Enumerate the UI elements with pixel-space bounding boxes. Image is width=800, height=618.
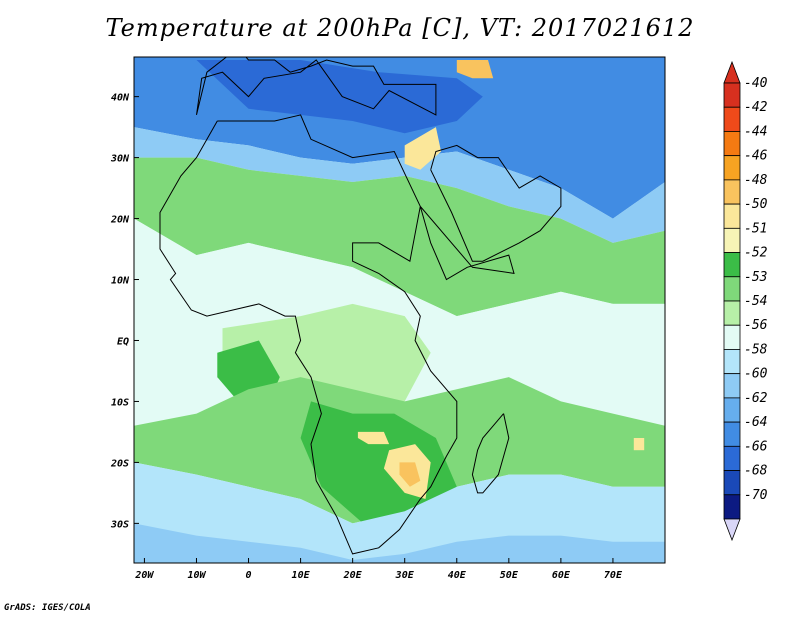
lat-tick-label: 10S bbox=[111, 397, 129, 408]
lon-tick-label: 0 bbox=[246, 570, 252, 581]
lat-tick-label: 20S bbox=[110, 458, 129, 469]
colorbar-label: -44 bbox=[744, 124, 767, 139]
lon-tick-label: 50E bbox=[500, 570, 519, 581]
colorbar-label: -68 bbox=[744, 464, 768, 479]
lat-tick-label: 30N bbox=[110, 154, 130, 165]
colorbar-swatch bbox=[723, 324, 741, 350]
colorbar-label: -53 bbox=[744, 270, 767, 285]
lon-tick-label: 20E bbox=[343, 570, 363, 581]
colorbar-swatch bbox=[723, 300, 741, 326]
colorbar-swatch bbox=[723, 470, 741, 496]
plot-area bbox=[134, 57, 665, 563]
colorbar-swatch bbox=[723, 227, 741, 253]
colorbar-swatch bbox=[723, 106, 741, 132]
colorbar-swatch bbox=[723, 349, 741, 375]
lat-tick-label: EQ bbox=[117, 336, 129, 347]
colorbar-label: -66 bbox=[744, 439, 768, 454]
colorbar-label: -54 bbox=[744, 294, 767, 309]
lon-tick-label: 70E bbox=[604, 570, 623, 581]
lat-tick-label: 20N bbox=[110, 215, 130, 226]
region-levant-yellow bbox=[404, 127, 442, 170]
region-zim-orange bbox=[399, 462, 421, 487]
region-south-blue bbox=[134, 523, 665, 563]
colorbar-label: -42 bbox=[744, 100, 768, 115]
colorbar-label: -46 bbox=[744, 149, 768, 164]
lat-tick-label: 40N bbox=[111, 93, 130, 104]
region-north-deep-blue bbox=[196, 60, 483, 134]
colorbar-swatch bbox=[723, 421, 741, 447]
axis-labels: 20W 10W 0 10E 20E 30E 40E 50E 60E 70E 40N 30N 20N 10N… bbox=[110, 93, 623, 581]
colorbar-label: -50 bbox=[744, 197, 768, 212]
colorbar-swatch bbox=[723, 252, 741, 278]
region-madagascar-east-spot bbox=[633, 438, 645, 451]
colorbar-swatch bbox=[723, 445, 741, 471]
region-sahel-green-band bbox=[134, 157, 665, 317]
colorbar-top-arrow bbox=[723, 60, 741, 84]
colorbar-label: -58 bbox=[744, 342, 768, 357]
colorbar-swatch bbox=[723, 82, 741, 108]
lon-tick-label: 60E bbox=[552, 570, 571, 581]
lat-tick-label: 10N bbox=[111, 276, 130, 287]
region-north-light-blue bbox=[134, 127, 665, 243]
coastline-arabia bbox=[430, 144, 562, 262]
plot-frame bbox=[133, 56, 666, 564]
colorbar: -40 -42 -44 -46 -48 -50 -51 -52 -53 -54 -56 -58 -60 -… bbox=[723, 60, 768, 542]
lon-tick-label: 40E bbox=[448, 570, 467, 581]
coastline-africa bbox=[159, 114, 515, 555]
colorbar-label: -51 bbox=[744, 221, 767, 236]
region-central-green bbox=[222, 303, 431, 414]
colorbar-label: -48 bbox=[744, 173, 768, 188]
lon-tick-label: 10E bbox=[292, 570, 311, 581]
colorbar-swatch bbox=[723, 276, 741, 302]
colorbar-swatch bbox=[723, 131, 741, 157]
coastline-layer bbox=[159, 57, 562, 555]
lat-tick-label: 30S bbox=[110, 519, 129, 530]
colorbar-swatch bbox=[723, 155, 741, 181]
colorbar-bottom-arrow bbox=[723, 518, 741, 542]
colorbar-label: -60 bbox=[744, 367, 768, 382]
region-turkey-yellow bbox=[456, 60, 494, 79]
lon-tick-label: 20W bbox=[134, 570, 154, 581]
lon-tick-label: 10W bbox=[187, 570, 206, 581]
grads-credit: GrADS: IGES/COLA bbox=[4, 603, 91, 613]
colorbar-label: -52 bbox=[744, 246, 768, 261]
colorbar-label: -64 bbox=[744, 415, 767, 430]
lon-tick-label: 30E bbox=[395, 570, 415, 581]
colorbar-swatch bbox=[723, 494, 741, 520]
colorbar-label: -56 bbox=[744, 318, 768, 333]
colorbar-label: -70 bbox=[744, 488, 768, 503]
map-title: Temperature at 200hPa [C], VT: 201702161… bbox=[105, 14, 695, 42]
colorbar-label: -40 bbox=[744, 76, 768, 91]
coastline-europe bbox=[196, 57, 437, 116]
coastline-madagascar bbox=[471, 413, 510, 494]
region-zambia-yellow bbox=[357, 431, 390, 445]
colorbar-swatch bbox=[723, 203, 741, 229]
contour-fill-layer bbox=[134, 57, 665, 563]
colorbar-swatch bbox=[723, 179, 741, 205]
colorbar-swatch bbox=[723, 397, 741, 423]
colorbar-swatch bbox=[723, 373, 741, 399]
colorbar-label: -62 bbox=[744, 391, 768, 406]
